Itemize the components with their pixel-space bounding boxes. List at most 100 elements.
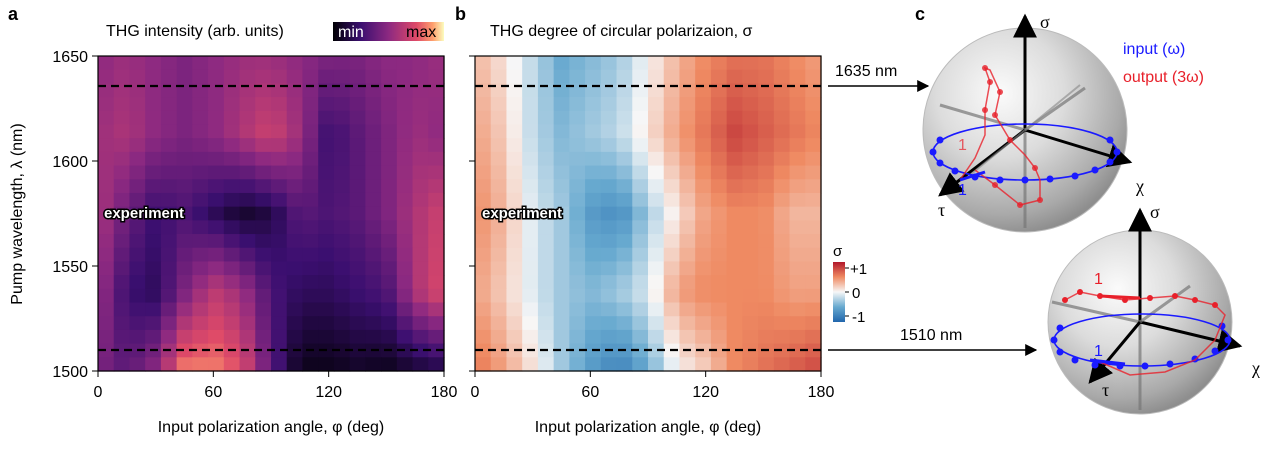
heatmap-cell	[553, 138, 570, 153]
heatmap-cell	[113, 165, 131, 180]
heatmap-cell	[475, 220, 492, 235]
heatmap-cell	[569, 97, 586, 112]
heatmap-cell	[223, 56, 241, 71]
heatmap-cell	[239, 97, 256, 112]
heatmap-cell	[129, 234, 146, 249]
heatmap-cell	[726, 261, 743, 276]
heatmap-cell	[381, 124, 398, 139]
heatmap-cell	[129, 110, 146, 126]
heatmap-cell	[271, 97, 288, 112]
heatmap-cell	[569, 357, 586, 372]
heatmap-cell	[553, 192, 570, 208]
heatmap-cell	[302, 206, 319, 221]
heatmap-cell	[333, 247, 351, 263]
heatmap-cell	[663, 220, 681, 235]
heatmap-cell	[805, 316, 822, 331]
heatmap-cell	[773, 165, 791, 180]
heatmap-cell	[553, 288, 570, 304]
heatmap-cell	[789, 56, 806, 71]
heatmap-cell	[176, 165, 193, 180]
heatmap-cell	[428, 138, 445, 153]
heatmap-cell	[648, 275, 665, 290]
panel-c-letter: c	[915, 4, 925, 24]
heatmap-cell	[679, 69, 696, 84]
heatmap-cell	[381, 275, 398, 290]
heatmap-cell	[553, 124, 570, 139]
heatmap-cell	[271, 302, 288, 317]
heatmap-cell	[490, 247, 508, 263]
heatmap-cell	[271, 234, 288, 249]
heatmap-cell	[773, 275, 791, 290]
heatmap-cell	[129, 329, 146, 345]
heatmap-cell	[98, 124, 115, 139]
y-tick-label: 1600	[52, 154, 88, 171]
heatmap-cell	[789, 192, 806, 208]
heatmap-cell	[129, 288, 146, 304]
heatmap-cell	[396, 316, 414, 331]
heatmap-cell	[333, 110, 351, 126]
heatmap-cell	[553, 69, 570, 84]
heatmap-cell	[537, 275, 555, 290]
heatmap-cell	[381, 357, 398, 372]
heatmap-cell	[176, 261, 193, 276]
panel-a-letter: a	[8, 4, 19, 24]
heatmap-cell	[585, 275, 602, 290]
heatmap-cell	[773, 138, 791, 153]
heatmap-cell	[349, 165, 366, 180]
heatmap-cell	[98, 329, 115, 345]
heatmap-cell	[632, 357, 649, 372]
heatmap-cell	[506, 151, 523, 167]
heatmap-cell	[365, 151, 382, 167]
heatmap-cell	[98, 261, 115, 276]
heatmap-cell	[255, 97, 272, 112]
heatmap-cell	[585, 179, 602, 194]
heatmap-cell	[695, 151, 712, 167]
heatmap-cell	[679, 97, 696, 112]
heatmap-cell	[522, 138, 539, 153]
heatmap-cell	[333, 329, 351, 345]
heatmap-cell	[695, 234, 712, 249]
heatmap-cell	[679, 288, 696, 304]
heatmap-cell	[726, 316, 743, 331]
heatmap-cell	[710, 192, 728, 208]
heatmap-cell	[286, 124, 304, 139]
sigma-heatmap	[475, 56, 822, 372]
heatmap-cell	[726, 192, 743, 208]
heatmap-cell	[663, 234, 681, 249]
heatmap-cell	[553, 329, 570, 345]
heatmap-cell	[742, 329, 759, 345]
heatmap-cell	[302, 124, 319, 139]
heatmap-cell	[302, 247, 319, 263]
heatmap-cell	[365, 288, 382, 304]
heatmap-cell	[286, 56, 304, 71]
heatmap-cell	[223, 69, 241, 84]
axes-b: 0 60 120 180	[469, 55, 834, 401]
heatmap-cell	[145, 316, 162, 331]
heatmap-cell	[333, 343, 351, 358]
heatmap-cell	[600, 206, 618, 221]
heatmap-cell	[145, 234, 162, 249]
heatmap-cell	[428, 302, 445, 317]
heatmap-cell	[616, 97, 633, 112]
heatmap-cell	[616, 69, 633, 84]
heatmap-cell	[271, 247, 288, 263]
heatmap-cell	[98, 302, 115, 317]
heatmap-cell	[710, 124, 728, 139]
heatmap-cell	[255, 192, 272, 208]
heatmap-cell	[569, 261, 586, 276]
heatmap-cell	[585, 220, 602, 235]
heatmap-cell	[318, 206, 335, 221]
heatmap-cell	[585, 151, 602, 167]
heatmap-cell	[349, 275, 366, 290]
heatmap-cell	[365, 261, 382, 276]
heatmap-cell	[758, 179, 775, 194]
heatmap-cell	[318, 179, 335, 194]
heatmap-cell	[145, 357, 162, 372]
heatmap-cell	[475, 261, 492, 276]
heatmap-cell	[428, 275, 445, 290]
heatmap-cell	[412, 343, 429, 358]
heatmap-cell	[600, 124, 618, 139]
heatmap-cell	[663, 247, 681, 263]
heatmap-cell	[475, 206, 492, 221]
y-tick-label: 1550	[52, 259, 88, 276]
